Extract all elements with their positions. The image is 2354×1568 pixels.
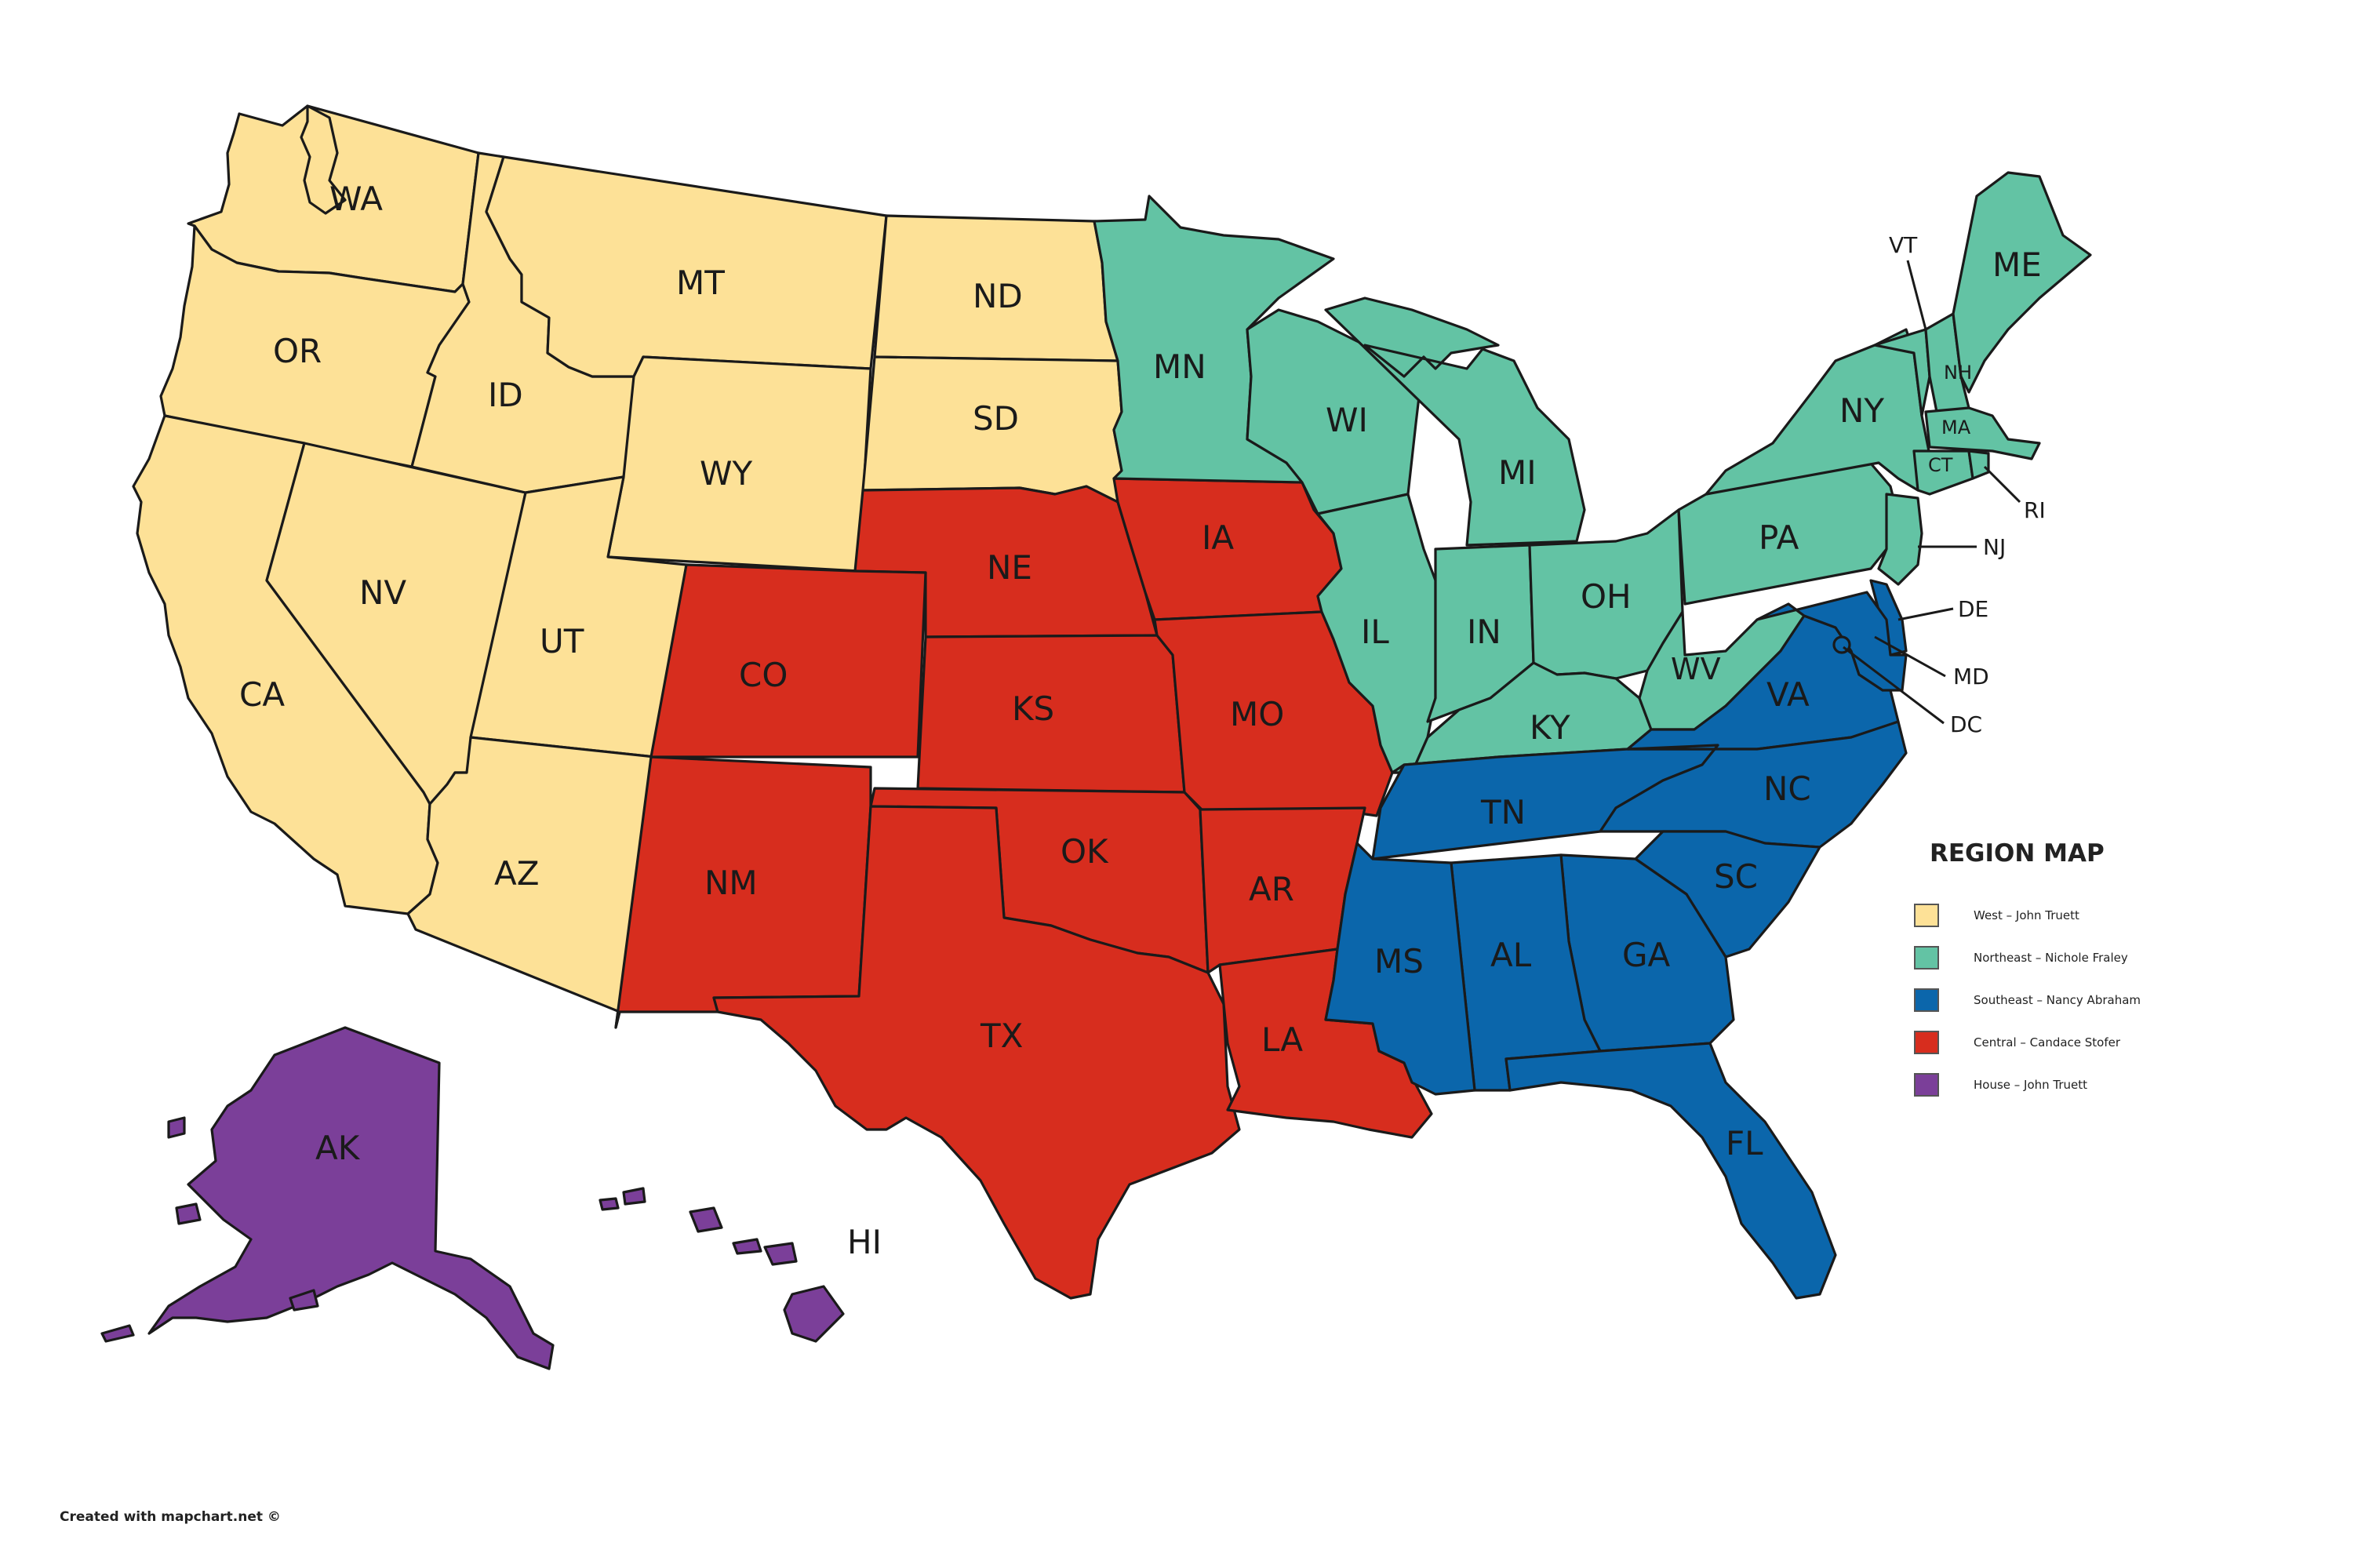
legend-item: Northeast – Nichole Fraley [1914,937,2243,979]
label-oh: OH [1581,577,1632,616]
label-ma: MA [1941,417,1971,438]
legend: REGION MAP West – John Truett Northeast … [1914,839,2243,1106]
label-tx: TX [980,1017,1023,1055]
label-ne: NE [987,548,1032,587]
label-ok: OK [1061,832,1109,871]
ak-island-1 [167,1116,186,1139]
state-vt[interactable] [1873,328,1931,417]
state-ct[interactable] [1912,449,1974,496]
label-co: CO [739,656,788,694]
leader-ri [1983,465,2021,504]
ak-island-2 [175,1202,202,1225]
hi-island-3 [689,1206,723,1233]
label-md: MD [1953,664,1989,689]
label-vt: VT [1889,232,1918,258]
label-ky: KY [1530,708,1570,747]
legend-item: West – John Truett [1914,894,2243,937]
label-sd: SD [973,399,1019,438]
state-me[interactable] [1952,171,2092,394]
label-mn: MN [1153,347,1206,386]
state-ny[interactable] [1705,328,1935,496]
ak-island-4 [289,1289,319,1312]
label-ar: AR [1249,870,1294,908]
legend-label: House – John Truett [1974,1078,2088,1092]
credit-text: Created with mapchart.net © [60,1509,281,1525]
legend-label: West – John Truett [1974,908,2079,922]
label-nj: NJ [1983,534,2006,560]
leader-dc [1843,646,1945,725]
label-wv: WV [1671,652,1721,686]
legend-swatch-southeast [1914,988,1939,1012]
label-pa: PA [1759,518,1799,557]
state-il[interactable] [1316,493,1437,774]
label-va: VA [1766,675,1810,714]
state-fl[interactable] [1504,1042,1837,1300]
hi-island-4 [732,1238,762,1255]
label-mo: MO [1230,695,1284,733]
label-or: OR [273,332,322,370]
label-ks: KS [1012,689,1054,728]
label-ri: RI [2024,497,2046,523]
label-la: LA [1261,1020,1303,1059]
label-ak: AK [315,1129,361,1167]
legend-title: REGION MAP [1930,839,2105,868]
legend-item: Southeast – Nancy Abraham [1914,979,2243,1021]
label-nd: ND [973,277,1023,315]
label-ms: MS [1374,942,1424,980]
label-ca: CA [239,675,285,714]
legend-swatch-west [1914,904,1939,927]
label-nm: NM [704,864,758,902]
legend-swatch-northeast [1914,946,1939,970]
legend-item: House – John Truett [1914,1064,2243,1106]
label-me: ME [1992,246,2042,284]
state-nj[interactable] [1877,493,1923,586]
label-ut: UT [540,622,584,660]
label-mt: MT [676,264,725,302]
state-ak[interactable] [147,1026,555,1370]
label-nc: NC [1763,769,1811,808]
label-ct: CT [1928,454,1953,476]
label-al: AL [1490,936,1532,974]
leader-md [1874,635,1946,678]
label-dc: DC [1950,711,1982,737]
state-co[interactable] [649,563,927,759]
label-ga: GA [1622,936,1671,974]
label-fl: FL [1726,1124,1763,1162]
label-tn: TN [1480,793,1526,831]
label-ny: NY [1839,391,1884,430]
label-sc: SC [1714,857,1758,896]
label-il: IL [1361,613,1389,651]
hi-island-2 [622,1187,646,1206]
ak-island-3 [100,1324,135,1343]
label-wi: WI [1326,401,1368,439]
legend-item: Central – Candace Stofer [1914,1021,2243,1064]
label-nh: NH [1944,362,1972,384]
label-nv: NV [359,573,406,612]
label-wy: WY [700,454,753,493]
hi-island-6 [783,1285,845,1343]
label-in: IN [1467,613,1501,651]
label-id: ID [488,376,523,414]
label-wa: WA [329,180,383,218]
state-ms[interactable] [1324,842,1476,1096]
legend-swatch-house [1914,1073,1939,1097]
legend-label: Central – Candace Stofer [1974,1035,2121,1050]
leader-vt [1906,260,1927,330]
legend-label: Southeast – Nancy Abraham [1974,993,2141,1007]
state-mi[interactable] [1324,297,1586,547]
hi-island-1 [599,1197,620,1211]
label-de: DE [1958,596,1988,622]
label-az: AZ [494,854,540,893]
label-ia: IA [1202,518,1234,557]
state-tx[interactable] [712,805,1241,1300]
state-ma[interactable] [1924,406,2041,460]
label-hi: HI [847,1223,882,1261]
state-ri[interactable] [1967,449,1990,480]
legend-label: Northeast – Nichole Fraley [1974,951,2128,965]
legend-swatch-central [1914,1031,1939,1054]
leader-de [1897,607,1954,621]
label-mi: MI [1498,453,1537,492]
hi-island-5 [763,1242,798,1266]
